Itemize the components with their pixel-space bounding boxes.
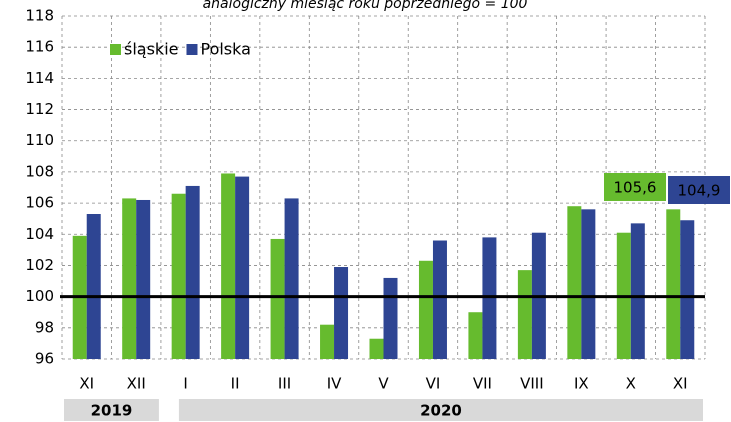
value-label: 105,6 — [614, 179, 657, 197]
y-tick-label: 110 — [25, 131, 54, 149]
legend-label: Polska — [200, 40, 250, 59]
y-tick-label: 114 — [25, 69, 54, 87]
bar — [284, 198, 299, 359]
bar — [418, 260, 433, 359]
bar — [666, 209, 681, 359]
bar — [270, 238, 285, 359]
x-tick-label: VII — [473, 375, 492, 393]
x-tick-label: XI — [79, 375, 94, 393]
y-tick-label: 116 — [25, 38, 54, 56]
bar — [369, 338, 384, 359]
y-tick-label: 108 — [25, 162, 54, 180]
y-tick-label: 112 — [25, 100, 54, 118]
y-tick-label: 100 — [25, 287, 54, 305]
year-box — [64, 399, 159, 421]
bar — [122, 198, 137, 359]
bar — [482, 237, 497, 359]
bar — [221, 173, 236, 359]
x-tick-label: VI — [426, 375, 441, 393]
x-tick-label: IX — [574, 375, 589, 393]
x-tick-label: X — [626, 375, 636, 393]
x-tick-label: VIII — [520, 375, 544, 393]
y-tick-label: 98 — [35, 318, 54, 336]
bar — [320, 324, 335, 359]
x-tick-label: II — [231, 375, 240, 393]
x-tick-label: XI — [673, 375, 688, 393]
bar — [171, 193, 186, 359]
legend-label: śląskie — [124, 40, 178, 59]
x-tick-label: IV — [327, 375, 342, 393]
bar — [630, 223, 645, 359]
value-label: 104,9 — [678, 182, 721, 200]
y-tick-label: 96 — [35, 350, 54, 368]
y-tick-label: 118 — [25, 7, 54, 25]
y-tick-label: 106 — [25, 194, 54, 212]
bar — [567, 206, 582, 359]
bar — [383, 277, 398, 359]
bar — [581, 209, 596, 359]
y-tick-label: 104 — [25, 225, 54, 243]
value-label-box — [604, 173, 666, 201]
x-tick-label: V — [378, 375, 389, 393]
bar — [185, 185, 200, 359]
value-label-box — [668, 176, 730, 204]
legend-swatch — [110, 44, 121, 55]
bar — [235, 176, 250, 359]
year-box — [178, 399, 703, 421]
x-tick-label: XII — [127, 375, 146, 393]
year-label: 2020 — [420, 402, 462, 420]
bar — [468, 312, 483, 359]
chart-title: analogiczny miesiąc roku poprzedniego = … — [203, 0, 528, 12]
year-label: 2019 — [91, 402, 133, 420]
legend-swatch — [186, 44, 198, 55]
x-tick-label: I — [183, 375, 187, 393]
bar — [517, 270, 532, 359]
bar — [136, 199, 151, 359]
bar — [334, 267, 349, 359]
x-tick-label: III — [278, 375, 291, 393]
bar — [680, 220, 695, 359]
y-tick-label: 102 — [25, 256, 54, 274]
bar — [432, 240, 447, 359]
bar — [86, 214, 101, 359]
